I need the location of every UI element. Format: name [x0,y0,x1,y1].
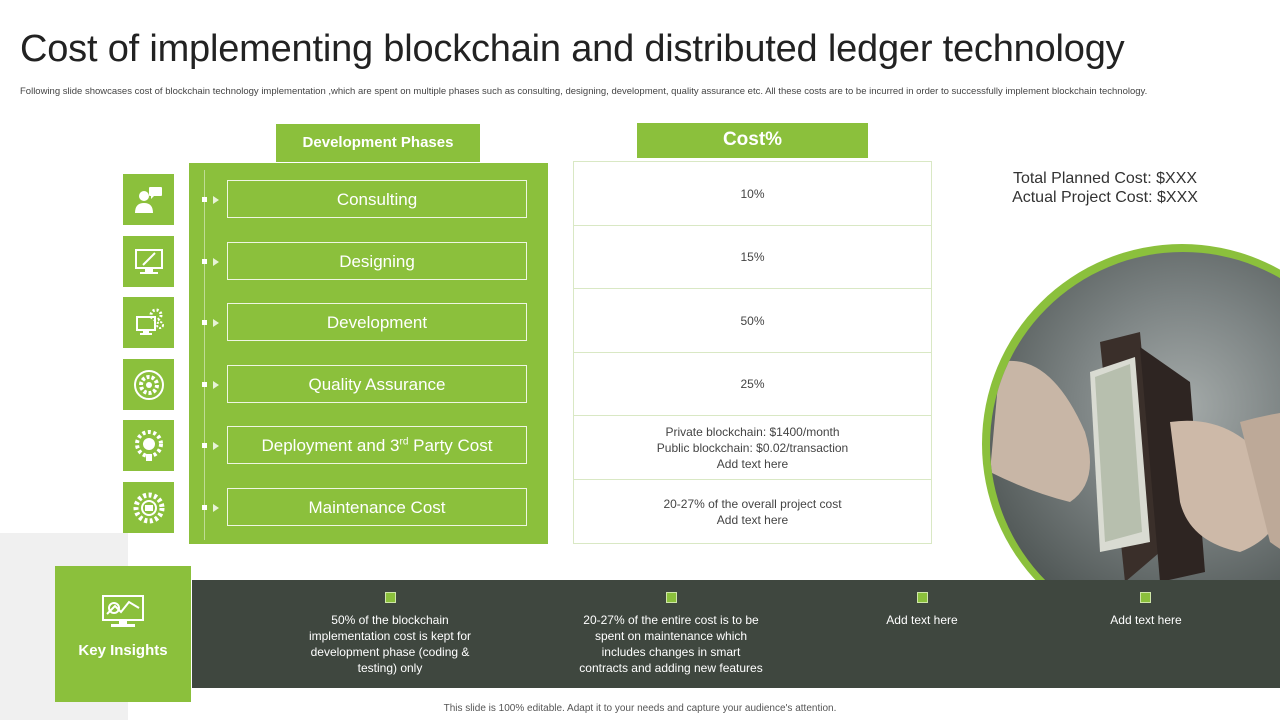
phase-deployment-label: Deployment and 3 [261,436,400,455]
wallet-hands-image [990,332,1280,582]
maintenance-gear-icon [123,482,174,533]
insight-line: testing) only [357,661,423,675]
phase-bullet [202,320,207,325]
phases-header: Development Phases [276,124,480,162]
cost-value: 10% [740,186,765,201]
design-monitor-icon [123,236,174,287]
phase-arrow-icon [213,196,219,204]
cost-cell-consulting: 10% [573,162,932,226]
cost-header: Cost% [637,123,868,158]
cost-line: Private blockchain: $1400/month [665,424,840,439]
insight-1: 50% of the blockchain implementation cos… [280,612,500,676]
cost-line: 20-27% of the overall project cost [663,496,842,511]
phase-consulting: Consulting [227,180,527,218]
phase-bullet [202,382,207,387]
insight-marker [917,592,928,603]
insight-4: Add text here [1066,612,1226,628]
deployment-brain-gear-icon [123,420,174,471]
insight-marker [1140,592,1151,603]
cost-value: 50% [740,313,765,328]
phase-bullet [202,197,207,202]
insight-line: implementation cost is kept for [308,629,472,643]
total-planned-cost: Total Planned Cost: $XXX [1012,170,1198,187]
phase-designing: Designing [227,242,527,280]
phase-quality-assurance: Quality Assurance [227,365,527,403]
development-gears-icon [123,297,174,348]
insight-2: 20-27% of the entire cost is to be spent… [556,612,786,676]
wallet-photo-frame [960,244,1280,584]
phases-panel [189,163,548,544]
slide-title: Cost of implementing blockchain and dist… [20,28,1125,70]
phase-maintenance: Maintenance Cost [227,488,527,526]
key-insights-bar [192,580,1280,688]
cost-line: Add text here [716,512,789,527]
actual-project-cost: Actual Project Cost: $XXX [1012,189,1198,206]
phase-bullet [202,259,207,264]
cost-line: Add text here [716,456,789,471]
wallet-photo [990,252,1280,584]
insight-3: Add text here [842,612,1002,628]
insight-line: contracts and adding new features [579,661,763,675]
phase-bullet [202,505,207,510]
phase-arrow-icon [213,504,219,512]
phases-connector-line [204,170,205,540]
footer-note: This slide is 100% editable. Adapt it to… [443,703,837,714]
phase-development: Development [227,303,527,341]
cost-cell-quality-assurance: 25% [573,353,932,416]
insight-line: includes changes in smart [601,645,741,659]
phase-deployment-label-tail: Party Cost [408,436,493,455]
cost-line: Public blockchain: $0.02/transaction [656,440,849,455]
cost-cell-deployment: Private blockchain: $1400/month Public b… [573,416,932,480]
insight-marker [666,592,677,603]
phase-bullet [202,443,207,448]
slide-subtitle: Following slide showcases cost of blockc… [20,86,1148,97]
key-insights-box [55,566,191,702]
consultant-chat-icon [123,174,174,225]
phase-arrow-icon [213,381,219,389]
monitor-chart-icon [102,595,144,627]
insight-line: Add text here [886,613,958,627]
cost-cell-development: 50% [573,289,932,353]
cost-cell-maintenance: 20-27% of the overall project cost Add t… [573,480,932,543]
cost-totals: Total Planned Cost: $XXX Actual Project … [990,169,1220,207]
phase-deployment-sup: rd [399,436,409,448]
phase-arrow-icon [213,442,219,450]
cost-cell-designing: 15% [573,226,932,289]
phase-deployment: Deployment and 3rd Party Cost [227,426,527,464]
cost-value: 25% [740,377,765,391]
insight-line: 20-27% of the entire cost is to be [583,613,759,627]
key-insights-label: Key Insights [78,642,168,659]
insight-line: 50% of the blockchain [331,613,449,627]
insight-marker [385,592,396,603]
phase-arrow-icon [213,258,219,266]
insight-line: Add text here [1110,613,1182,627]
insight-line: development phase (coding & [310,645,470,659]
cost-value: 15% [740,250,765,264]
insight-line: spent on maintenance which [594,629,748,643]
quality-gear-icon [123,359,174,410]
phase-arrow-icon [213,319,219,327]
